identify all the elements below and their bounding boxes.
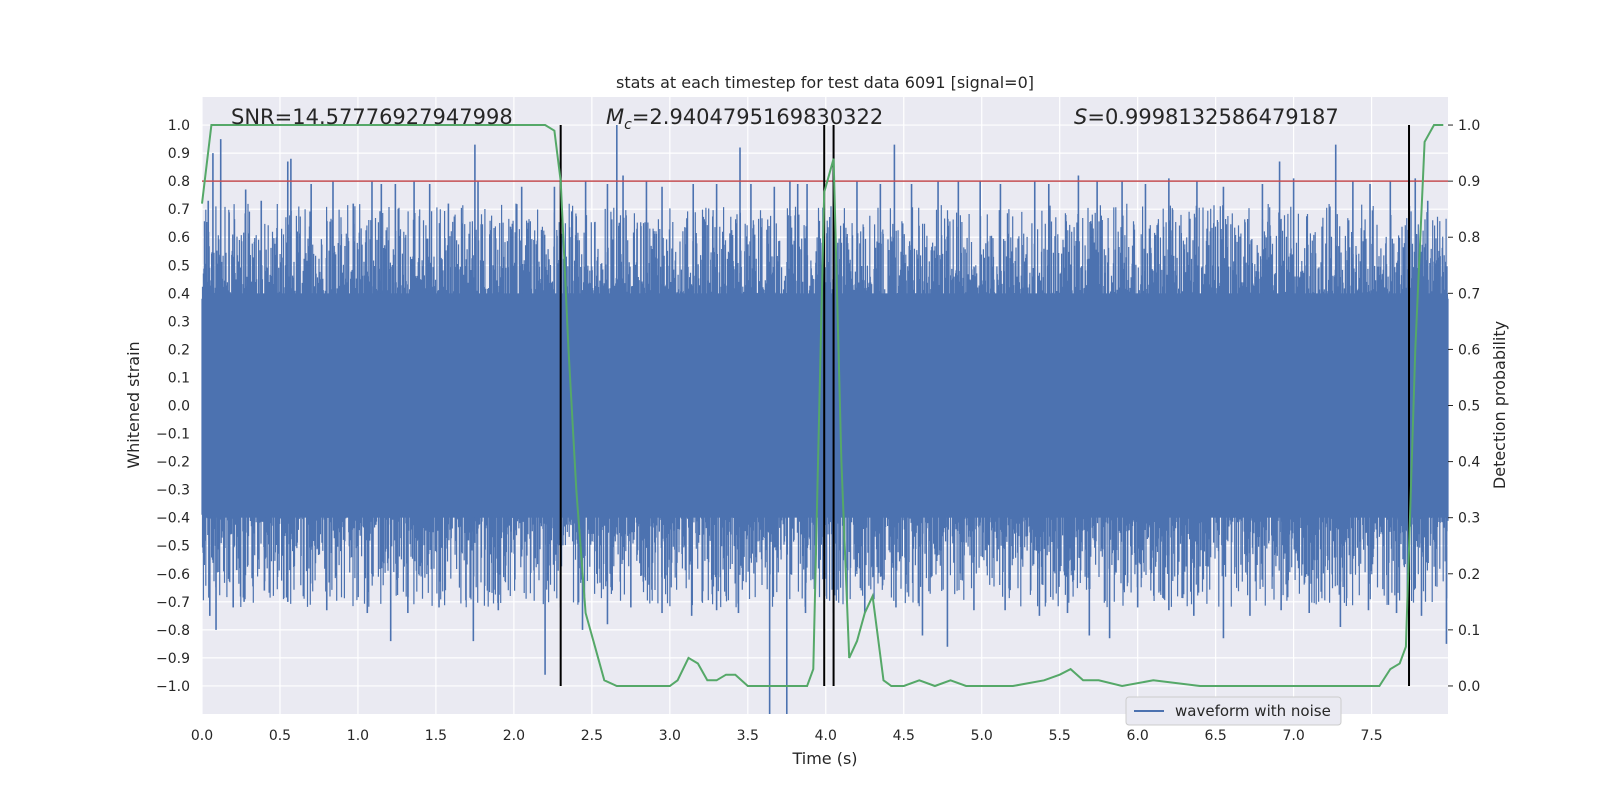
- legend-label: waveform with noise: [1175, 702, 1331, 720]
- y-left-tick-label: 0.2: [168, 342, 190, 358]
- y-left-tick-label: −0.7: [156, 595, 190, 611]
- s-annotation: S=0.9998132586479187: [1074, 105, 1339, 129]
- probability-line: [201, 124, 1444, 688]
- y-left-tick-label: −0.9: [156, 651, 190, 667]
- x-tick-label: 1.0: [347, 728, 369, 744]
- x-tick-label: 0.0: [191, 728, 213, 744]
- x-tick-label: 5.0: [971, 728, 993, 744]
- x-tick-label: 6.0: [1127, 728, 1149, 744]
- x-tick-label: 0.5: [269, 728, 291, 744]
- y-left-tick-label: −1.0: [156, 679, 190, 695]
- y-right-tick-labels: 0.0 0.1 0.2 0.3 0.4 0.5 0.6 0.7 0.8 0.9 1.0: [1448, 118, 1480, 695]
- x-tick-label: 7.0: [1282, 728, 1304, 744]
- y-left-tick-label: 0.5: [168, 258, 190, 274]
- y-left-tick-label: −0.5: [156, 539, 190, 555]
- mc-annotation: Mc=2.9404795169830322: [606, 105, 883, 133]
- s-value: =0.9998132586479187: [1087, 105, 1338, 129]
- x-tick-labels: 0.0 0.5 1.0 1.5 2.0 2.5 3.0 3.5 4.0 4.5 5.0 5.5 6.0 6…: [191, 728, 1383, 744]
- x-tick-label: 2.0: [503, 728, 525, 744]
- y-left-axis-label: Whitened strain: [124, 341, 143, 468]
- y-left-tick-label: −0.6: [156, 567, 190, 583]
- y-left-tick-label: 0.3: [168, 314, 190, 330]
- y-left-tick-label: 0.9: [168, 146, 190, 162]
- y-right-tick-label: 0.4: [1458, 455, 1480, 471]
- y-left-tick-label: 1.0: [168, 118, 190, 134]
- y-right-tick-label: 0.2: [1458, 567, 1480, 583]
- y-right-tick-label: 0.7: [1458, 286, 1480, 302]
- mc-value: =2.9404795169830322: [632, 105, 883, 129]
- y-right-tick-label: 0.3: [1458, 511, 1480, 527]
- s-symbol: S: [1074, 105, 1087, 129]
- x-tick-label: 5.5: [1049, 728, 1071, 744]
- y-left-tick-label: 0.4: [168, 286, 190, 302]
- x-tick-label: 3.0: [659, 728, 681, 744]
- y-left-tick-label: 0.1: [168, 370, 190, 386]
- y-right-tick-label: 0.9: [1458, 174, 1480, 190]
- y-left-tick-label: −0.3: [156, 483, 190, 499]
- probability-series: [201, 124, 1444, 688]
- y-right-tick-label: 0.5: [1458, 399, 1480, 415]
- x-tick-label: 7.5: [1360, 728, 1382, 744]
- y-right-tick-label: 0.6: [1458, 342, 1480, 358]
- snr-annotation: SNR=14.57776927947998: [231, 105, 513, 129]
- x-tick-label: 4.5: [893, 728, 915, 744]
- y-right-tick-label: 0.0: [1458, 679, 1480, 695]
- x-tick-label: 4.0: [815, 728, 837, 744]
- legend: waveform with noise: [1125, 696, 1342, 726]
- chart-title: stats at each timestep for test data 609…: [616, 73, 1034, 92]
- mc-symbol: M: [606, 105, 624, 129]
- y-left-tick-label: 0.7: [168, 202, 190, 218]
- y-left-tick-label: −0.2: [156, 455, 190, 471]
- legend-box: [1125, 696, 1342, 726]
- x-tick-label: 1.5: [425, 728, 447, 744]
- y-left-tick-label: −0.1: [156, 427, 190, 443]
- y-left-tick-label: −0.8: [156, 623, 190, 639]
- x-tick-label: 6.5: [1205, 728, 1227, 744]
- y-left-tick-label: −0.4: [156, 511, 190, 527]
- x-axis-label: Time (s): [791, 749, 857, 768]
- y-right-axis-label: Detection probability: [1490, 321, 1509, 489]
- y-left-tick-label: 0.6: [168, 230, 190, 246]
- y-left-tick-label: 0.8: [168, 174, 190, 190]
- x-tick-label: 3.5: [737, 728, 759, 744]
- y-right-tick-label: 0.1: [1458, 623, 1480, 639]
- y-left-tick-labels: −1.0 −0.9 −0.8 −0.7 −0.6 −0.5 −0.4 −0.3 −0.2 −0.1…: [156, 118, 190, 695]
- y-left-tick-label: 0.0: [168, 399, 190, 415]
- mc-subscript: c: [624, 117, 632, 133]
- y-right-tick-label: 0.8: [1458, 230, 1480, 246]
- y-right-tick-label: 1.0: [1458, 118, 1480, 134]
- x-tick-label: 2.5: [581, 728, 603, 744]
